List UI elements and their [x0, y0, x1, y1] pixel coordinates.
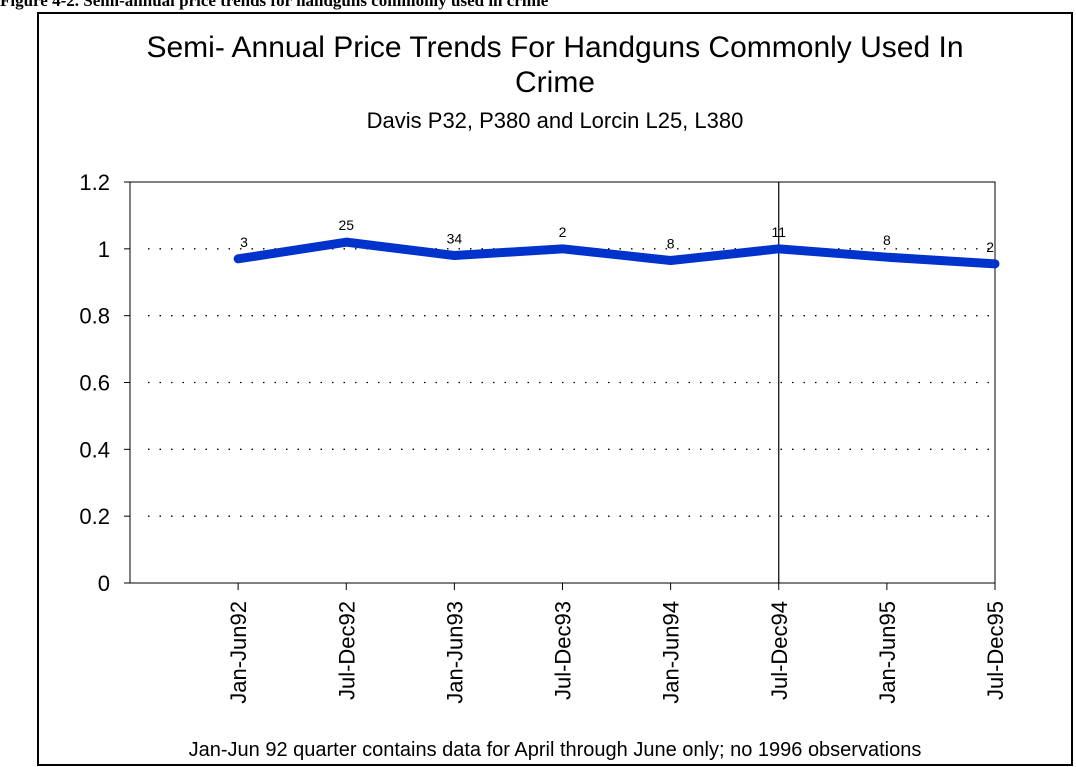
- y-tick-label: 0.2: [79, 504, 110, 529]
- x-tick-label: Jan-Jun93: [442, 601, 467, 704]
- x-tick-label: Jul-Dec95: [983, 601, 1008, 700]
- series-line: [233, 237, 1000, 269]
- x-tick-label: Jan-Jun92: [226, 601, 251, 704]
- data-label: 11: [771, 224, 786, 240]
- figure-caption: Figure 4-2. Semi-annual price trends for…: [0, 0, 549, 10]
- chart-title-line2: Crime: [515, 66, 595, 99]
- y-tick-label: 0.6: [79, 371, 110, 396]
- x-tick-label: Jan-Jun94: [659, 601, 684, 704]
- y-tick-label: 0.4: [79, 437, 110, 462]
- gridlines: [148, 248, 995, 517]
- x-tick-label: Jul-Dec94: [767, 601, 792, 700]
- data-label: 3: [240, 234, 248, 250]
- x-tick-label: Jul-Dec93: [551, 601, 576, 700]
- data-label: 2: [986, 239, 994, 255]
- y-tick-label: 1: [98, 237, 110, 262]
- y-tick-label: 0.8: [79, 304, 110, 329]
- data-label: 8: [667, 236, 675, 252]
- x-tick-label: Jan-Jun95: [875, 601, 900, 704]
- y-tick-label: 1.2: [79, 170, 110, 195]
- x-axis-ticks: Jan-Jun92 Jul-Dec92 Jan-Jun93 Jul-Dec93 Jan-…: [226, 583, 1008, 704]
- chart-frame: [37, 12, 1073, 766]
- data-label: 34: [447, 231, 463, 247]
- y-axis-ticks: 0 0.2 0.4 0.6 0.8 1 1.2: [79, 170, 130, 596]
- data-label: 25: [338, 217, 354, 233]
- data-labels: 3 25 34 2 8 11 8 2: [240, 217, 994, 255]
- chart-title-line1: Semi- Annual Price Trends For Handguns C…: [146, 31, 963, 64]
- chart-footnote: Jan-Jun 92 quarter contains data for Apr…: [189, 739, 922, 761]
- x-tick-label: Jul-Dec92: [334, 601, 359, 700]
- data-label: 8: [883, 232, 891, 248]
- series-price-index: [233, 237, 1000, 269]
- chart-subtitle: Davis P32, P380 and Lorcin L25, L380: [367, 108, 744, 133]
- data-label: 2: [559, 224, 567, 240]
- y-tick-label: 0: [98, 571, 110, 596]
